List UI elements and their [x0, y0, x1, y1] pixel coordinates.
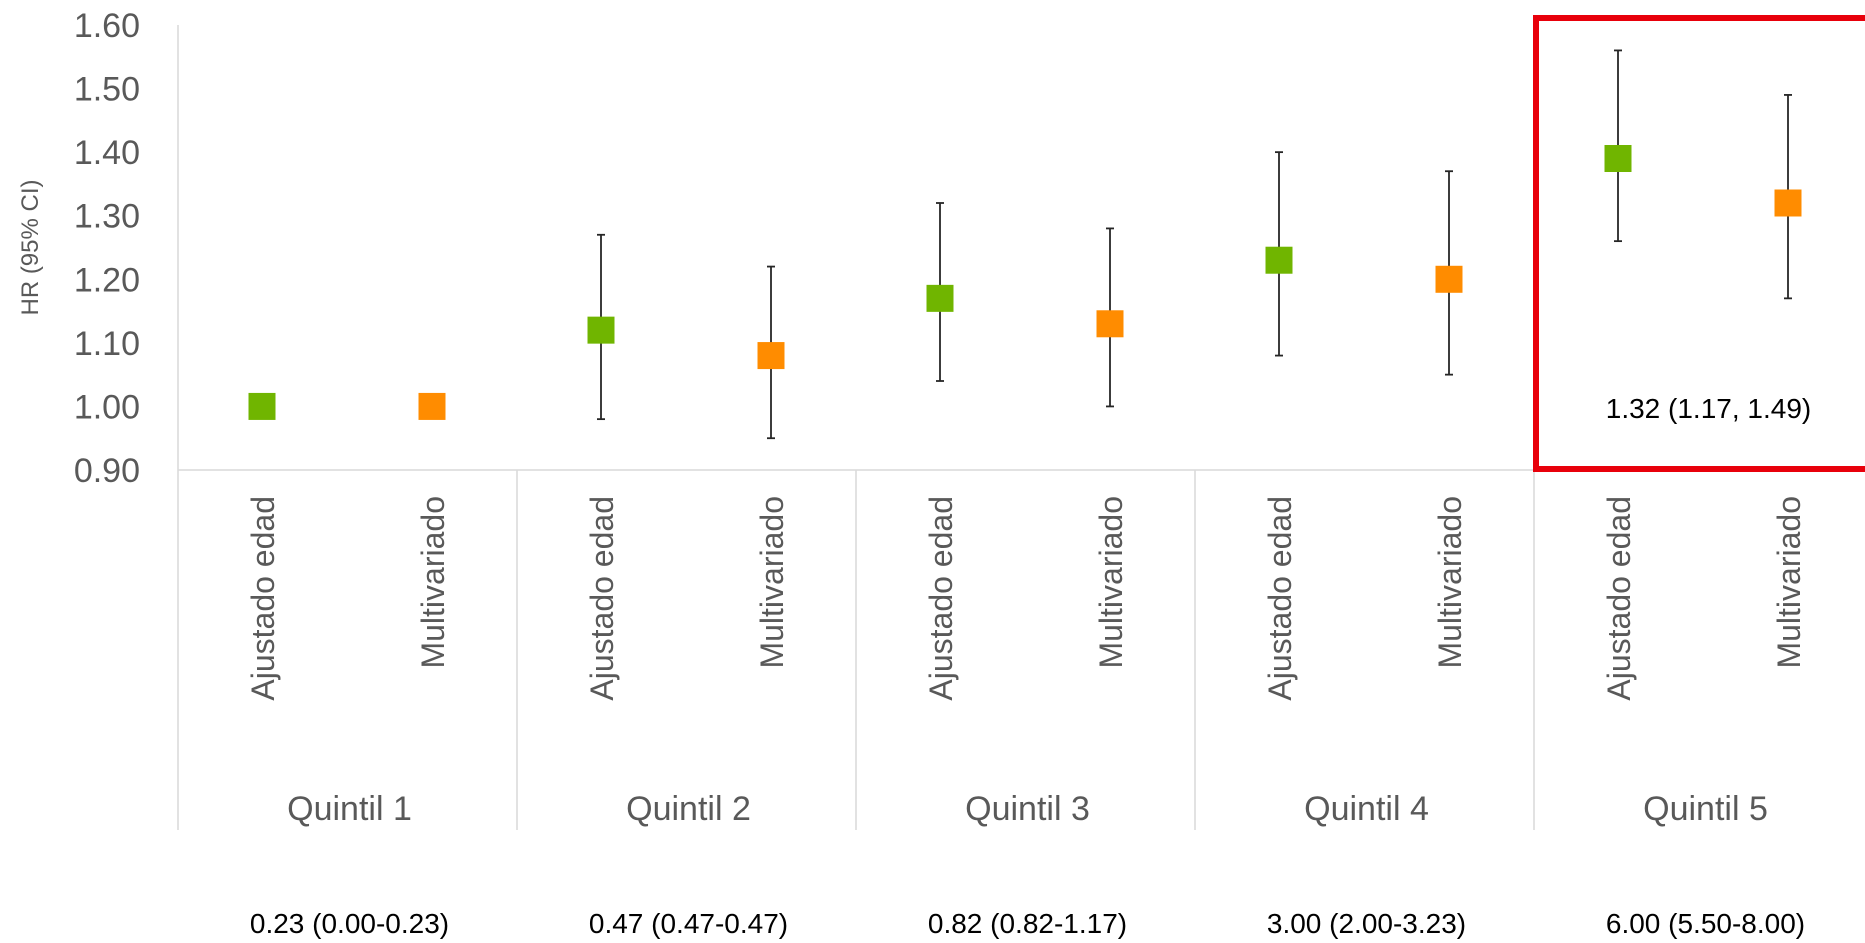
group-label: Quintil 1: [287, 790, 412, 828]
category-label: Multivariado: [1432, 496, 1468, 669]
y-tick-label: 0.90: [74, 452, 140, 490]
axis-labels: 0.90 1.00 1.10 1.20 1.30 1.40 1.50 1.60 HR (95% …: [17, 7, 1811, 939]
category-label: Ajustado edad: [245, 496, 281, 701]
y-tick-label: 1.60: [74, 7, 140, 45]
hr-point-marker: [418, 392, 446, 420]
hr-point-marker: [1096, 310, 1124, 338]
hr-point-marker: [587, 316, 615, 344]
category-label: Multivariado: [1093, 496, 1129, 669]
category-label: Multivariado: [754, 496, 790, 669]
category-label: Multivariado: [415, 496, 451, 669]
y-tick-label: 1.30: [74, 198, 140, 236]
hr-point-marker: [248, 392, 276, 420]
hr-point-marker: [926, 284, 954, 312]
hr-point-marker: [757, 342, 785, 370]
group-label: Quintil 4: [1304, 790, 1429, 828]
group-footnote: 0.82 (0.82-1.17): [928, 908, 1127, 939]
group-label: Quintil 2: [626, 790, 751, 828]
group-footnote: 0.23 (0.00-0.23): [250, 908, 449, 939]
group-footnote: 0.47 (0.47-0.47): [589, 908, 788, 939]
y-tick-label: 1.40: [74, 134, 140, 172]
y-tick-label: 1.00: [74, 388, 140, 426]
category-label: Multivariado: [1771, 496, 1807, 669]
highlight-box: [1533, 15, 1865, 472]
hr-point-marker: [1265, 246, 1293, 274]
hr-point-marker: [1435, 265, 1463, 293]
group-label: Quintil 3: [965, 790, 1090, 828]
hr-point-marker: [1604, 145, 1632, 172]
category-label: Ajustado edad: [923, 496, 959, 701]
y-tick-label: 1.20: [74, 261, 140, 299]
category-label: Ajustado edad: [1601, 496, 1637, 701]
group-footnote: 6.00 (5.50-8.00): [1606, 908, 1805, 939]
category-label: Ajustado edad: [1262, 496, 1298, 701]
y-tick-label: 1.50: [74, 71, 140, 109]
group-footnote: 3.00 (2.00-3.23): [1267, 908, 1466, 939]
highlight-annotation: 1.32 (1.17, 1.49): [1606, 393, 1811, 424]
group-label: Quintil 5: [1643, 790, 1768, 828]
y-tick-label: 1.10: [74, 325, 140, 363]
category-label: Ajustado edad: [584, 496, 620, 701]
hr-point-marker: [1774, 189, 1802, 217]
plot-marks: [248, 15, 1865, 472]
y-axis-label: HR (95% CI): [17, 179, 44, 315]
